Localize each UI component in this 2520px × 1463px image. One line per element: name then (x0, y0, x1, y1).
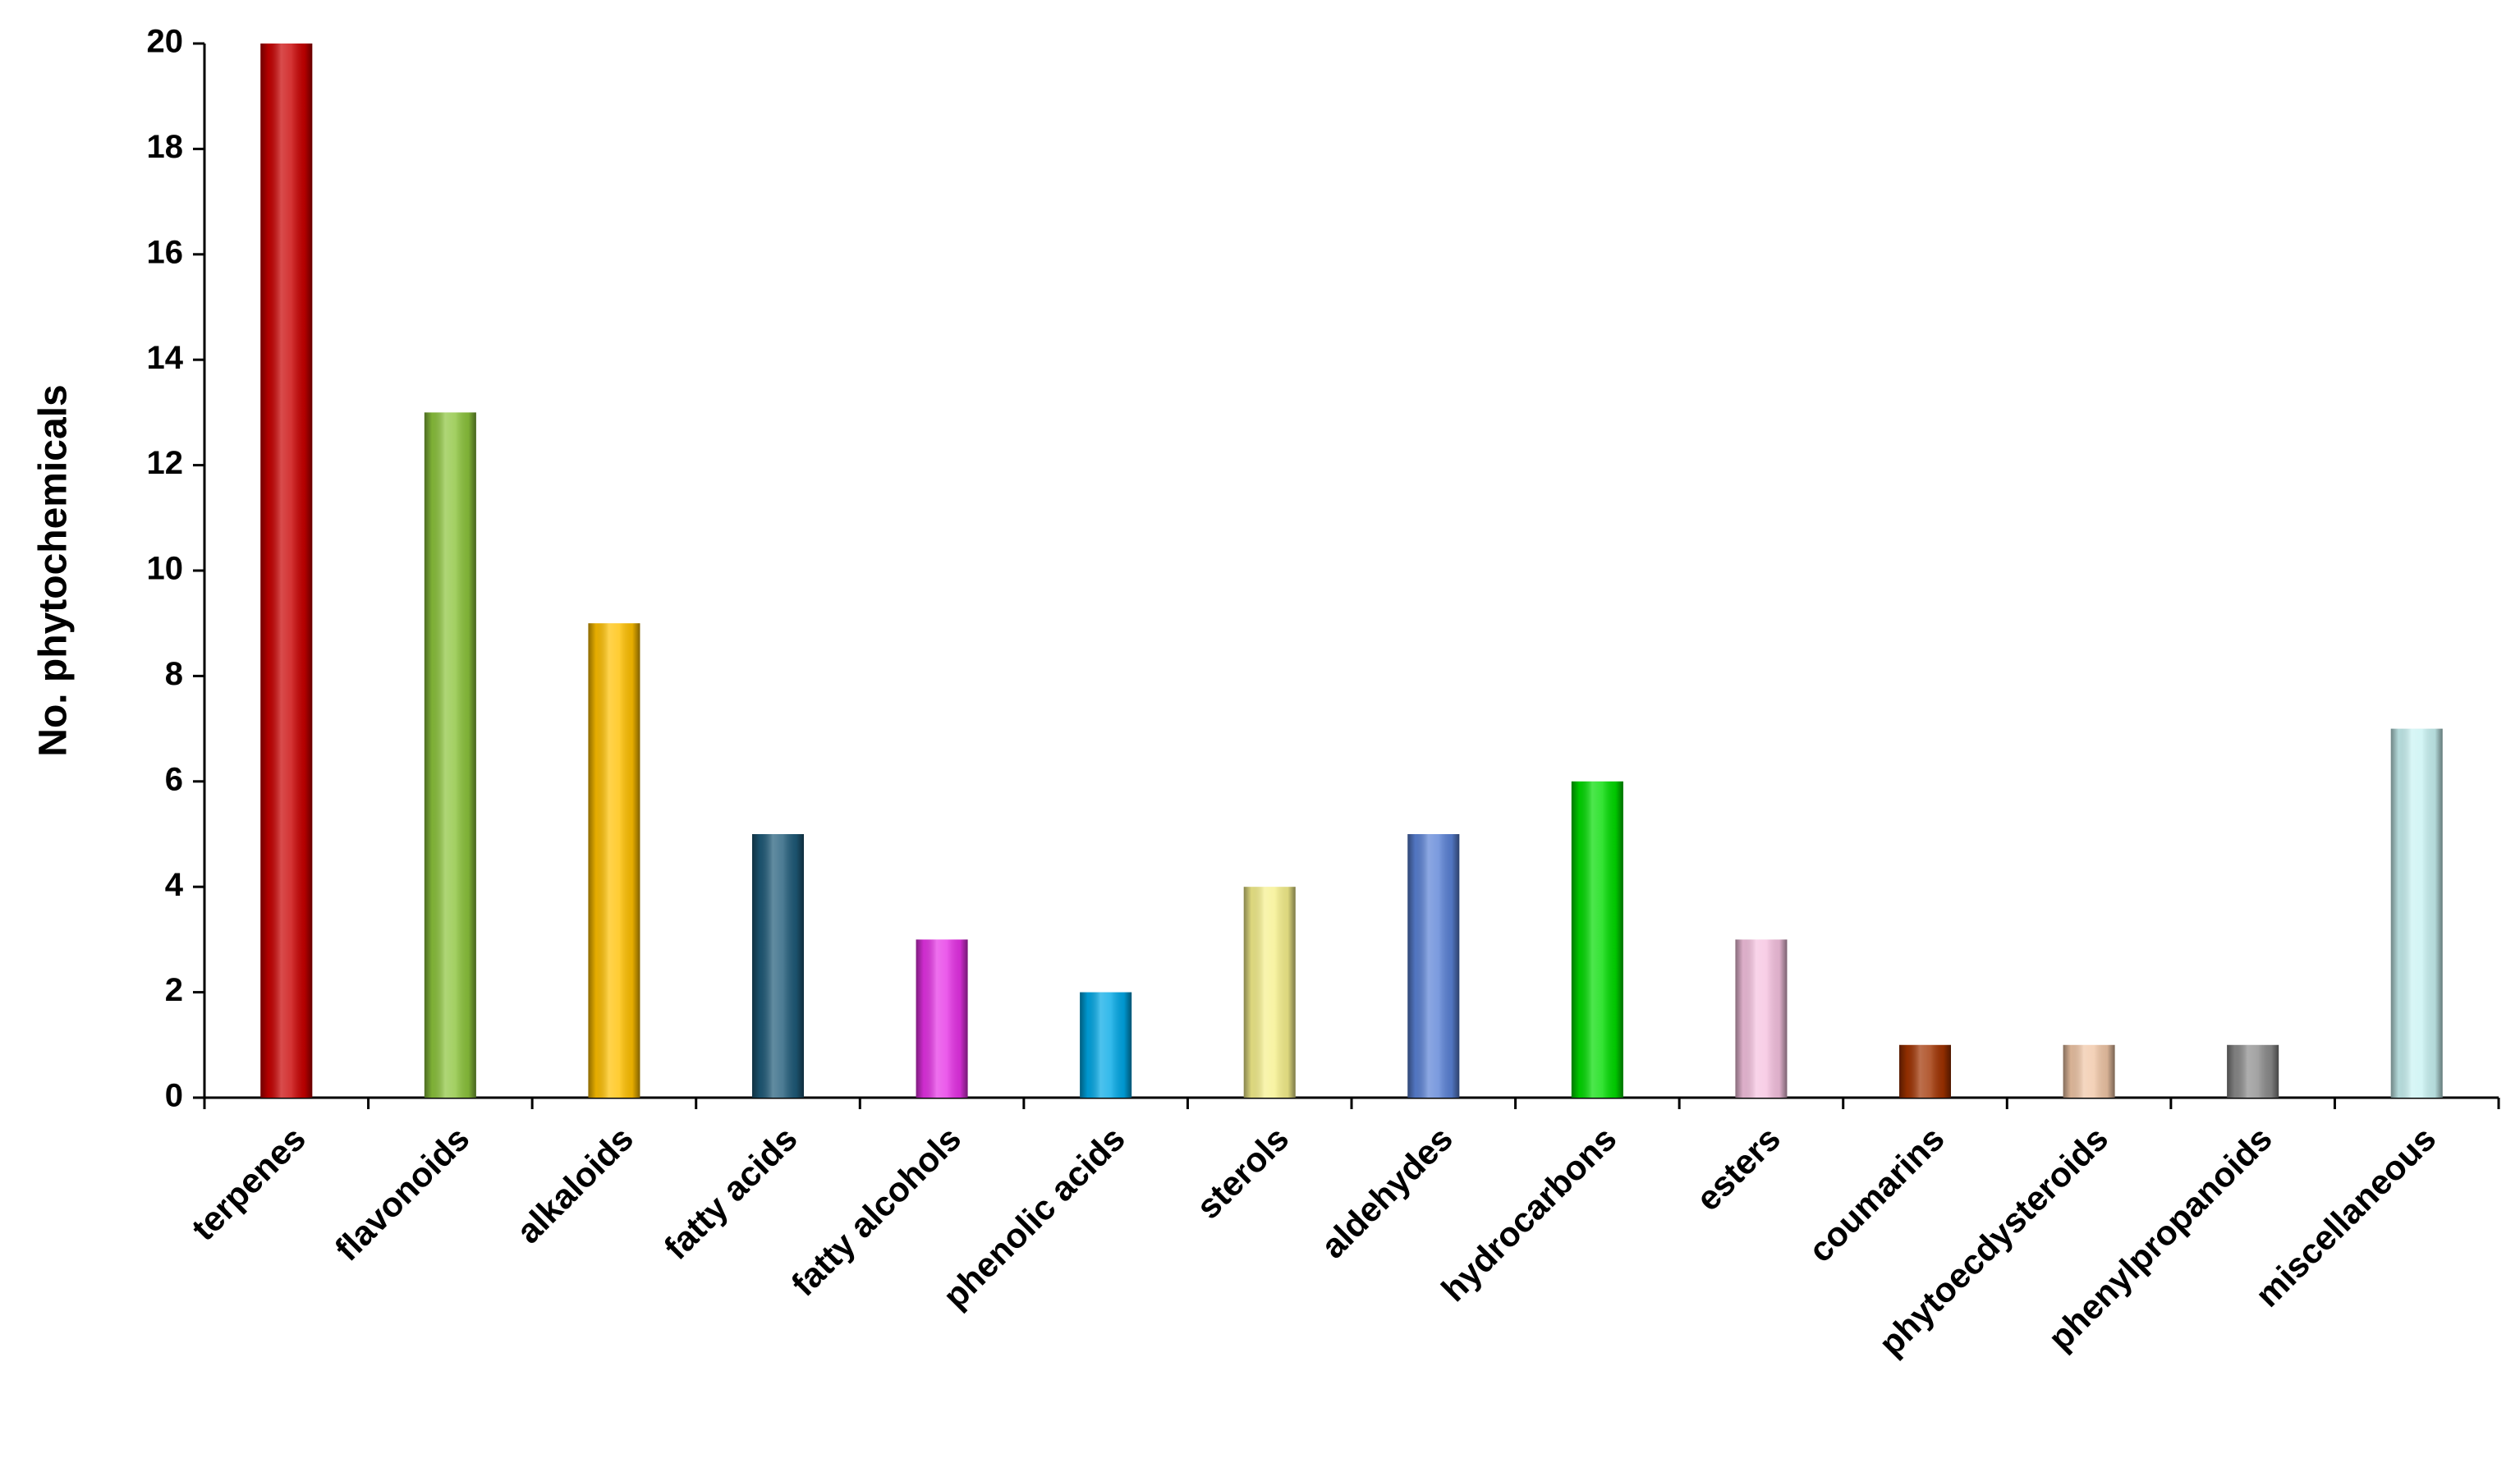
x-tick-label: terpenes (184, 1119, 313, 1248)
bar-shade (424, 412, 476, 1098)
y-tick-label: 4 (165, 867, 184, 903)
y-tick-label: 0 (165, 1078, 183, 1114)
y-tick-label: 6 (165, 761, 183, 797)
y-tick-label: 12 (147, 445, 184, 481)
x-tick-label: hydrocarbons (1434, 1119, 1623, 1309)
x-tick-label: sterols (1189, 1119, 1297, 1227)
x-tick-label: coumarins (1801, 1119, 1951, 1269)
bar-shade (916, 939, 968, 1098)
y-tick-label: 18 (147, 129, 184, 165)
bar-shade (1735, 939, 1788, 1098)
x-tick-label: aldehydes (1313, 1119, 1460, 1266)
x-tick-label: flavonoids (328, 1119, 477, 1268)
bar-shade (752, 834, 804, 1098)
y-tick-label: 10 (147, 551, 184, 587)
bar-shade (1080, 992, 1132, 1098)
x-tick-label: esters (1688, 1119, 1788, 1218)
y-tick-label: 16 (147, 234, 184, 270)
bar-shade (2227, 1044, 2279, 1098)
y-axis-title: No. phytochemicals (32, 384, 76, 756)
bar-shade (2390, 728, 2443, 1098)
bar-shade (1407, 834, 1460, 1098)
y-tick-label: 2 (165, 972, 183, 1008)
x-tick-label: fatty acids (657, 1119, 805, 1267)
y-tick-label: 14 (147, 340, 184, 376)
bar-shade (1243, 887, 1296, 1098)
bar-shade (1571, 781, 1623, 1098)
y-tick-label: 20 (147, 24, 184, 60)
bar-shade (588, 623, 640, 1098)
y-tick-label: 8 (165, 656, 183, 692)
bar-shade (2063, 1044, 2115, 1098)
x-tick-label: alkaloids (509, 1119, 640, 1250)
bar-shade (1899, 1044, 1951, 1098)
x-tick-label: fatty alcohols (784, 1119, 969, 1304)
bar-shade (260, 44, 313, 1098)
